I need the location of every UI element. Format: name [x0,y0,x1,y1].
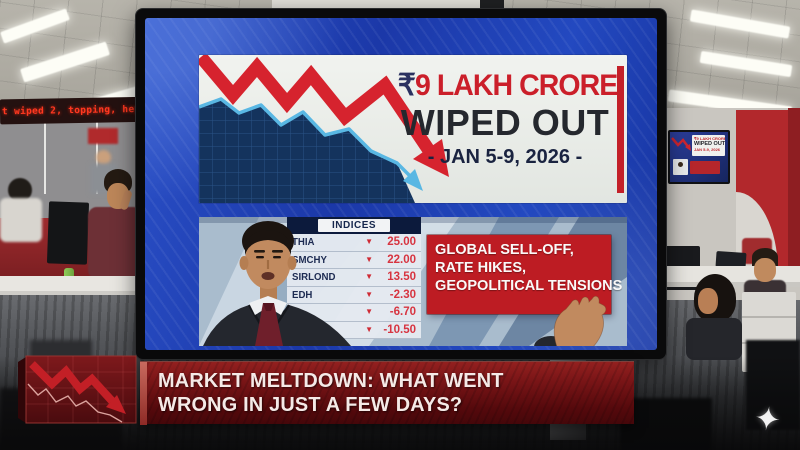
lower-third-banner: MARKET MELTDOWN: WHAT WENT WRONG IN JUST… [140,361,634,425]
index-value: 22.00 [387,253,416,266]
sparkle-watermark-icon: ✦ [751,399,784,439]
headline-date-range: - JAN 5-9, 2026 - [427,146,583,168]
index-name: SIRLOND [292,271,336,284]
index-row: SIRLOND ▼ 13.50 [287,269,421,287]
down-triangle-icon: ▼ [365,254,373,264]
down-triangle-icon: ▼ [365,324,373,334]
panel-red-divider [617,66,624,193]
market-decline-chart [199,55,449,203]
wall-tv-action: WIPED OUT [694,141,725,147]
index-row: EDH ▼ -2.30 [287,286,421,304]
wall-tv-anchor-thumb [673,159,688,175]
headline-panel: ₹9 LAKH CRORE WIPED OUT - JAN 5-9, 2026 … [199,55,627,203]
led-ticker: t wiped 2, topping, hey days, [0,96,157,125]
banner-accent-strip [140,362,147,425]
crash-chart-box [18,355,137,424]
headline-action: WIPED OUT [400,102,610,143]
index-name: EDH [292,288,313,301]
wall-sign [88,128,118,144]
headline-text: ₹9 LAKH CRORE WIPED OUT - JAN 5-9, 2026 … [392,68,619,169]
index-name: SMCHY [292,253,327,266]
background-person-head [96,150,111,165]
index-value: -6.70 [389,306,416,319]
headline-amount-value: 9 LAKH CRORE [414,69,618,102]
worker-shirt [0,198,42,242]
index-row: ▼ -6.70 [287,304,421,322]
phone-worker-body [88,207,142,279]
banner-headline-line1: MARKET MELTDOWN: WHAT WENT [158,369,504,392]
desk-left-edge [0,291,156,297]
banner-headline-line2: WRONG IN JUST A FEW DAYS? [158,393,463,416]
headline-amount: ₹9 LAKH CRORE [397,68,619,103]
index-name: THIA [292,236,315,249]
wall-tv-amount: ₹9 LAKH CRORE [694,136,725,141]
index-value: 25.00 [387,236,416,249]
desktop-monitor [46,201,90,265]
reason-line: RATE HIKES, [435,259,527,276]
down-triangle-icon: ▼ [365,307,373,317]
led-ticker-text: t wiped 2, topping, hey days, [1,103,156,118]
studio-tv-screen: ₹9 LAKH CRORE WIPED OUT - JAN 5-9, 2026 … [145,18,657,350]
wall-tv-screen: ₹9 LAKH CRORE WIPED OUT JAN 5-9, 2026 [670,132,728,182]
worker3-body [686,318,742,360]
worker3-face [698,288,718,314]
index-value: -10.50 [383,323,416,336]
down-triangle-icon: ▼ [365,237,373,247]
red-wall-column [788,108,800,280]
reason-line: GLOBAL SELL-OFF, [435,241,574,258]
reasons-box: GLOBAL SELL-OFF, RATE HIKES, GEOPOLITICA… [427,235,623,314]
wall-tv-red-box [690,161,720,174]
studio-tv: ₹9 LAKH CRORE WIPED OUT - JAN 5-9, 2026 … [135,8,667,360]
wall-tv-anchor-head [678,162,683,167]
index-row: THIA ▼ 25.00 [287,234,421,252]
indices-table: INDICES THIA ▼ 25.00 SMCHY ▼ 22.00 SIRLOND… [287,217,421,339]
news-anchor [203,221,607,346]
rupee-symbol: ₹ [397,69,416,102]
reason-line: GEOPOLITICAL TENSIONS [435,277,623,294]
index-value: -2.30 [389,288,416,301]
wall-tv-arrow-icon [671,137,691,151]
indices-header: INDICES [287,217,421,234]
wall-tv-headline-box: ₹9 LAKH CRORE WIPED OUT JAN 5-9, 2026 [692,135,725,156]
indices-title: INDICES [317,219,391,232]
desk-left [0,276,156,292]
indices-panel: INDICES THIA ▼ 25.00 SMCHY ▼ 22.00 SIRLOND… [199,217,627,346]
wall-tv-date: JAN 5-9, 2026 [694,147,721,152]
index-row: SMCHY ▼ 22.00 [287,251,421,269]
worker2-face [754,258,776,282]
down-triangle-icon: ▼ [365,289,373,299]
index-value: 13.50 [387,271,416,284]
wall-tv: ₹9 LAKH CRORE WIPED OUT JAN 5-9, 2026 [668,130,730,184]
down-triangle-icon: ▼ [365,272,373,282]
